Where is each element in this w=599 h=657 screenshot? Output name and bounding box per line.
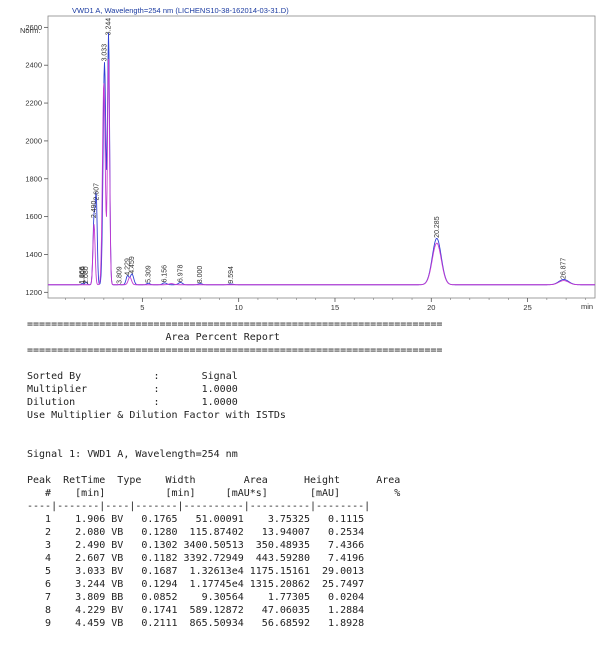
- table-header-1: Peak RetTime Type Width Area Height Area: [27, 475, 401, 486]
- table-row: 8 4.229 BV 0.1741 589.12872 47.06035 1.2…: [27, 605, 365, 616]
- report-note: Use Multiplier & Dilution Factor with IS…: [27, 410, 286, 421]
- peak-label: 4.459: [129, 256, 136, 274]
- y-tick-label: 1200: [25, 288, 42, 297]
- table-row: 1 1.906 BV 0.1765 51.00091 3.75325 0.111…: [27, 514, 365, 525]
- signal-line: Signal 1: VWD1 A, Wavelength=254 nm: [27, 449, 238, 460]
- y-tick-label: 2200: [25, 99, 42, 108]
- x-axis-unit: min: [581, 302, 593, 311]
- peak-label: 20.285: [434, 216, 441, 238]
- peak-label: 26.877: [561, 258, 568, 280]
- x-tick-label: 15: [331, 303, 339, 312]
- table-row: 4 2.607 VB 0.1182 3392.72949 443.59280 7…: [27, 553, 365, 564]
- report-separator-bottom: ========================================…: [27, 345, 443, 356]
- peak-label: 4.229: [125, 258, 132, 276]
- peak-label: 6.978: [177, 264, 184, 282]
- x-tick-label: 25: [523, 303, 531, 312]
- chart-title: VWD1 A, Wavelength=254 nm (LICHENS10-38-…: [72, 6, 289, 15]
- table-row: 3 2.490 BV 0.1302 3400.50513 350.48935 7…: [27, 540, 365, 551]
- peak-label: 9.594: [228, 266, 235, 284]
- table-row: 6 3.244 VB 0.1294 1.17745e4 1315.20862 2…: [27, 579, 365, 590]
- peak-label: 2.080: [83, 266, 90, 284]
- table-row: 7 3.809 BB 0.0852 9.30564 1.77305 0.0204: [27, 592, 365, 603]
- setting-label: Dilution: [27, 397, 154, 408]
- chromatogram-chart: VWD1 A, Wavelength=254 nm (LICHENS10-38-…: [20, 6, 596, 312]
- reference-trace: [48, 59, 595, 286]
- axis-ticks: 1200 1400 1600 1800 2000 2200 2400 2600 5 10 15 20 2…: [25, 23, 586, 312]
- x-tick-label: 5: [140, 303, 144, 312]
- peak-label: 3.244: [106, 18, 113, 36]
- peak-label: 5.309: [145, 265, 152, 283]
- table-header-2: # [min] [min] [mAU*s] [mAU] %: [27, 488, 401, 499]
- peak-label: 3.033: [101, 44, 108, 62]
- y-tick-label: 2400: [25, 61, 42, 70]
- peak-label: 1.906: [80, 266, 87, 284]
- report-separator-top: ========================================…: [27, 319, 443, 330]
- setting-label: Sorted By: [27, 371, 154, 382]
- peak-label: 3.809: [116, 266, 123, 284]
- peak-label: 2.607: [93, 183, 100, 201]
- report-settings: Sorted By : Signal Multiplier : 1.0000 D…: [27, 371, 238, 408]
- x-tick-label: 10: [235, 303, 243, 312]
- y-axis-label: Norm.: [20, 26, 40, 35]
- plot-area: [47, 15, 596, 299]
- peak-label: 1.866: [79, 266, 86, 284]
- table-row: 2 2.080 VB 0.1280 115.87402 13.94007 0.2…: [27, 527, 365, 538]
- peak-label: 2.490: [91, 201, 98, 219]
- peak-table: Peak RetTime Type Width Area Height Area…: [27, 475, 400, 629]
- y-tick-label: 2000: [25, 136, 42, 145]
- area-percent-report: ========================================…: [27, 318, 442, 630]
- table-row: 5 3.033 BV 0.1687 1.32613e4 1175.15161 2…: [27, 566, 365, 577]
- setting-value: 1.0000: [201, 397, 238, 408]
- chromatogram-traces: [48, 32, 595, 286]
- y-tick-label: 1400: [25, 250, 42, 259]
- peak-label: 6.156: [162, 265, 169, 283]
- x-tick-label: 20: [427, 303, 435, 312]
- peak-label: 8.000: [197, 266, 204, 284]
- table-divider: ----|-------|----|-------|----------|---…: [27, 501, 371, 512]
- table-row: 9 4.459 VB 0.2111 865.50934 56.68592 1.8…: [27, 618, 365, 629]
- setting-label: Multiplier: [27, 384, 154, 395]
- signal-trace: [48, 32, 595, 286]
- y-tick-label: 2600: [25, 23, 42, 32]
- setting-value: Signal: [201, 371, 238, 382]
- y-tick-label: 1600: [25, 212, 42, 221]
- report-title: Area Percent Report: [165, 332, 280, 343]
- y-tick-label: 1800: [25, 174, 42, 183]
- setting-value: 1.0000: [201, 384, 238, 395]
